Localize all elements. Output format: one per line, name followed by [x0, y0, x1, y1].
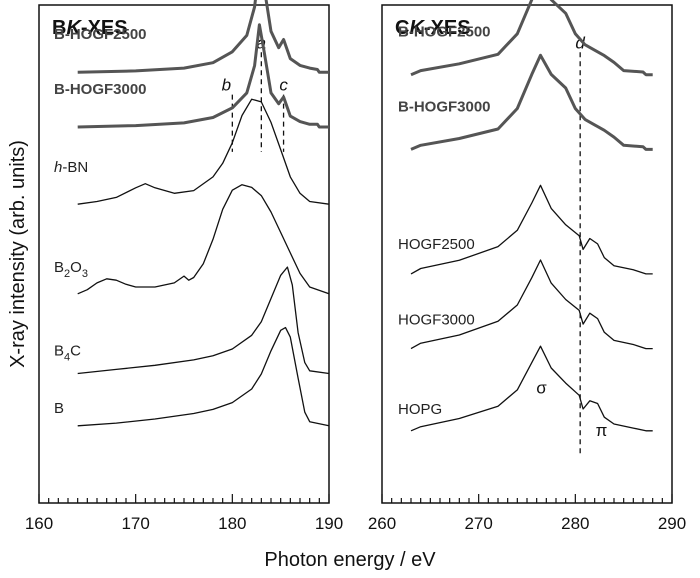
left-title-prefix: B — [52, 17, 66, 39]
series-label: h-BN — [54, 159, 88, 176]
marker-label: b — [222, 76, 231, 95]
series-line — [77, 184, 330, 295]
x-tick-label: 170 — [121, 514, 149, 533]
series-label: B-HOGF3000 — [398, 98, 491, 115]
right-title-k: K — [409, 17, 425, 39]
marker-label: d — [575, 33, 585, 52]
right-panel-frame — [381, 4, 673, 504]
left-panel-title: BK-XES — [52, 17, 128, 39]
series-label: B4C — [54, 343, 81, 364]
left-title-k: K — [66, 17, 82, 39]
x-tick-label: 290 — [658, 514, 686, 533]
peak-label: σ — [536, 378, 547, 397]
series-line — [410, 259, 653, 350]
series-label: B — [54, 400, 64, 417]
left-x-ticks: 160 170 180 190 — [25, 494, 343, 533]
series-line — [77, 326, 330, 427]
right-series-group: B-HOGF2500 B-HOGF3000 HOGF2500 HOGF3000 HOPG — [398, 0, 653, 432]
series-label: HOGF3000 — [398, 312, 475, 329]
series-line — [77, 98, 330, 205]
series-label: HOGF2500 — [398, 236, 475, 253]
x-tick-label: 160 — [25, 514, 53, 533]
series-line — [410, 53, 653, 151]
x-tick-label: 190 — [315, 514, 343, 533]
series-line — [77, 0, 329, 74]
right-x-ticks: 260 270 280 290 — [368, 494, 686, 533]
x-tick-label: 280 — [561, 514, 589, 533]
right-panel-title: CK-XES — [395, 17, 471, 39]
x-tick-label: 180 — [218, 514, 246, 533]
peak-label: π — [596, 421, 608, 440]
series-label: B2O3 — [54, 259, 88, 280]
right-title-prefix: C — [395, 17, 409, 39]
series-label: B-HOGF3000 — [54, 81, 147, 98]
x-tick-label: 260 — [368, 514, 396, 533]
series-line — [410, 0, 653, 77]
marker-label: c — [279, 76, 288, 95]
series-line — [410, 184, 653, 275]
left-series-group: B-HOGF2500 B-HOGF3000 h-BN B2O3 B4C B — [54, 0, 330, 427]
series-label: B-HOGF2500 — [398, 24, 491, 41]
right-markers: d σ π — [536, 33, 608, 456]
series-line — [77, 23, 329, 129]
series-line — [410, 345, 653, 432]
x-axis-label: Photon energy / eV — [264, 549, 436, 571]
y-axis-label: X-ray intensity (arb. units) — [7, 140, 29, 368]
x-tick-label: 270 — [464, 514, 492, 533]
series-label: HOPG — [398, 401, 442, 418]
right-title-suffix: -XES — [424, 17, 471, 39]
left-title-suffix: -XES — [81, 17, 128, 39]
series-line — [77, 266, 330, 375]
series-label: B-HOGF2500 — [54, 26, 147, 43]
